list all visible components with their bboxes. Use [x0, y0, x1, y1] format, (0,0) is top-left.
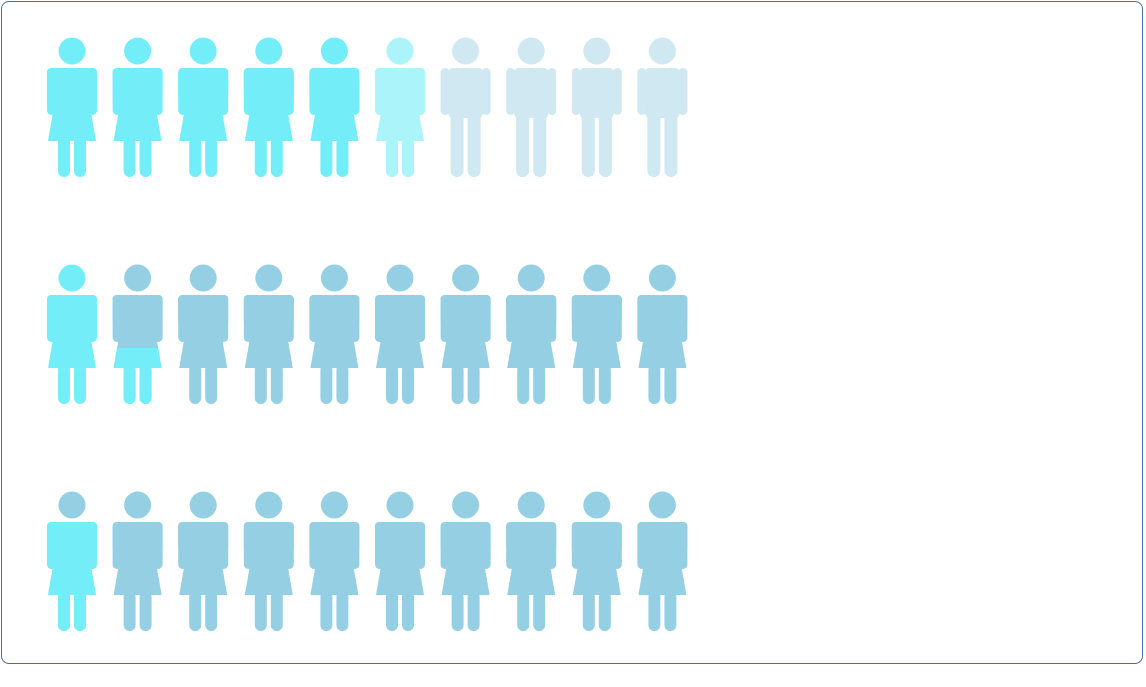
person-icon-male-r1-10 — [637, 37, 688, 177]
person-icon-female-r2-3 — [178, 264, 229, 404]
person-icon-female-r3-10 — [637, 491, 688, 631]
person-icon-male-r1-8 — [506, 37, 557, 177]
person-icon-female-r1-5 — [309, 37, 360, 177]
person-icon-female-r2-6 — [375, 264, 425, 404]
person-icon-female-r3-8 — [506, 491, 557, 631]
pictogram-row-1 — [47, 37, 688, 177]
person-icon-female-r2-10 — [637, 264, 688, 404]
person-icon-female-r1-4 — [243, 37, 294, 177]
pictogram-row-2 — [47, 264, 688, 404]
person-icon-female-r3-1 — [47, 491, 97, 631]
person-icon-female-r3-3 — [178, 491, 229, 631]
person-icon-female-r1-6 — [375, 37, 425, 177]
person-icon-female-r2-1 — [47, 264, 97, 404]
person-icon-female-r3-6 — [375, 491, 425, 631]
person-icon-male-r1-7 — [440, 37, 491, 177]
person-icon-female-r2-4 — [243, 264, 294, 404]
person-icon-female-r1-2 — [112, 37, 163, 177]
person-icon-male-r1-9 — [571, 37, 622, 177]
person-icon-female-r1-3 — [178, 37, 229, 177]
person-icon-female-r3-5 — [309, 491, 360, 631]
person-icon-female-r2-2 — [112, 264, 163, 404]
person-icon-female-r1-1 — [47, 37, 97, 177]
person-icon-female-r3-9 — [571, 491, 622, 631]
person-icon-female-r2-7 — [440, 264, 491, 404]
person-icon-female-r2-8 — [506, 264, 557, 404]
person-icon-female-r2-9 — [571, 264, 622, 404]
person-icon-female-r2-5 — [309, 264, 360, 404]
person-icon-female-r3-4 — [243, 491, 294, 631]
pictogram-row-3 — [47, 491, 688, 631]
person-icon-female-r3-2 — [112, 491, 163, 631]
person-icon-female-r3-7 — [440, 491, 491, 631]
